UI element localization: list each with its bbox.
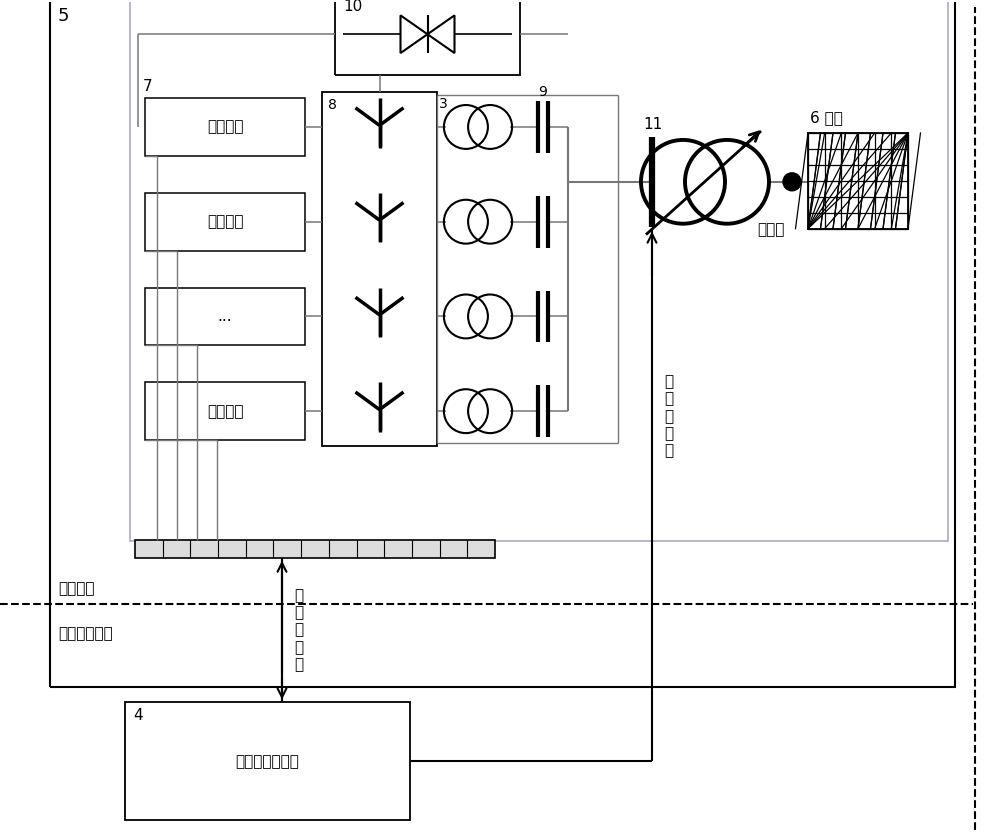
Text: 风
电
场
通
讯: 风 电 场 通 讯	[664, 374, 673, 458]
Bar	[808, 133, 908, 229]
Bar	[145, 98, 305, 156]
Text: 5: 5	[58, 8, 70, 25]
Bar	[145, 287, 305, 346]
Text: 7: 7	[143, 79, 153, 94]
Text: 8: 8	[328, 98, 337, 112]
Circle shape	[783, 173, 801, 190]
Text: 主控系统: 主控系统	[207, 215, 243, 229]
Text: 主控系统: 主控系统	[207, 119, 243, 134]
Text: 3: 3	[439, 97, 448, 111]
Bar	[145, 193, 305, 250]
Bar	[145, 382, 305, 440]
Text: 4: 4	[133, 708, 143, 723]
Text: 11: 11	[643, 117, 662, 132]
Bar	[50, 0, 955, 687]
Text: ...: ...	[218, 309, 232, 324]
Text: 真实被测对象: 真实被测对象	[58, 626, 113, 641]
Text: 主控系统: 主控系统	[207, 403, 243, 418]
Text: 6 电网: 6 电网	[810, 110, 843, 125]
Text: 9: 9	[538, 85, 547, 99]
Bar	[125, 702, 410, 820]
Bar	[130, 0, 948, 541]
Bar	[135, 539, 495, 558]
Bar	[322, 92, 437, 446]
Text: 仿真环境: 仿真环境	[58, 580, 94, 595]
Text: 10: 10	[343, 0, 362, 14]
Text: 风电场控制系统: 风电场控制系统	[236, 754, 299, 769]
Bar	[335, 0, 520, 75]
Text: 风
电
场
通
讯: 风 电 场 通 讯	[294, 588, 303, 672]
Text: 并网点: 并网点	[757, 221, 784, 236]
